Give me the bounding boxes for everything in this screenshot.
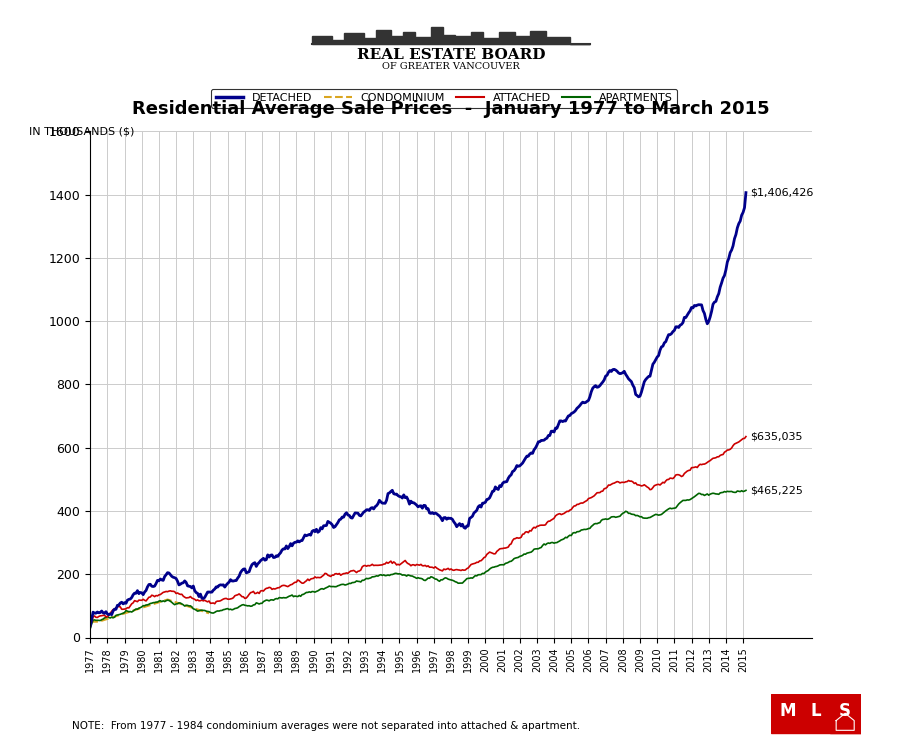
Text: S: S [839, 702, 851, 720]
CONDOMINIUM [92, 617, 103, 626]
Polygon shape [312, 27, 590, 44]
Text: REAL ESTATE BOARD: REAL ESTATE BOARD [357, 47, 545, 62]
ATTACHED [649, 482, 659, 490]
Bar [830, 694, 861, 733]
ATTACHED [600, 484, 611, 493]
CONDOMINIUM [138, 603, 149, 612]
Line: DETACHED: DETACHED [90, 193, 746, 626]
DETACHED [741, 188, 751, 197]
APARTMENTS [649, 511, 659, 520]
APARTMENTS [675, 498, 686, 507]
CONDOMINIUM [85, 617, 96, 626]
Line: ATTACHED: ATTACHED [90, 436, 746, 627]
Text: NOTE:  From 1977 - 1984 condominium averages were not separated into attached & : NOTE: From 1977 - 1984 condominium avera… [72, 722, 580, 731]
CONDOMINIUM [143, 601, 154, 610]
DETACHED [85, 622, 96, 631]
DETACHED [562, 414, 573, 423]
APARTMENTS [562, 533, 573, 542]
CONDOMINIUM [204, 609, 215, 618]
DETACHED [675, 321, 686, 330]
ATTACHED [195, 596, 206, 605]
ATTACHED [741, 432, 751, 441]
Text: L: L [811, 702, 822, 720]
Legend: DETACHED, CONDOMINIUM, ATTACHED, APARTMENTS: DETACHED, CONDOMINIUM, ATTACHED, APARTME… [211, 88, 676, 107]
CONDOMINIUM [177, 600, 188, 609]
ATTACHED [378, 560, 389, 568]
APARTMENTS [378, 570, 389, 579]
DETACHED [600, 371, 611, 380]
Text: OF GREATER VANCOUVER: OF GREATER VANCOUVER [382, 62, 520, 70]
Text: $1,406,426: $1,406,426 [750, 188, 814, 198]
APARTMENTS [600, 514, 611, 523]
APARTMENTS [85, 625, 96, 634]
Text: Residential Average Sale Prices  -  January 1977 to March 2015: Residential Average Sale Prices - Januar… [133, 100, 769, 118]
APARTMENTS [741, 486, 751, 495]
Bar [771, 694, 861, 733]
Text: $635,035: $635,035 [750, 431, 803, 442]
CONDOMINIUM [87, 617, 97, 626]
CONDOMINIUM [162, 595, 173, 604]
Text: IN THOUSANDS ($): IN THOUSANDS ($) [29, 126, 134, 136]
ATTACHED [85, 622, 96, 632]
APARTMENTS [195, 606, 206, 615]
ATTACHED [562, 507, 573, 516]
Text: $465,225: $465,225 [750, 485, 803, 495]
Line: APARTMENTS: APARTMENTS [90, 490, 746, 629]
DETACHED [649, 358, 659, 367]
DETACHED [195, 590, 206, 598]
ATTACHED [675, 471, 686, 480]
Text: M: M [779, 702, 796, 720]
Line: CONDOMINIUM: CONDOMINIUM [90, 599, 209, 622]
DETACHED [378, 499, 389, 508]
CONDOMINIUM [182, 602, 193, 610]
